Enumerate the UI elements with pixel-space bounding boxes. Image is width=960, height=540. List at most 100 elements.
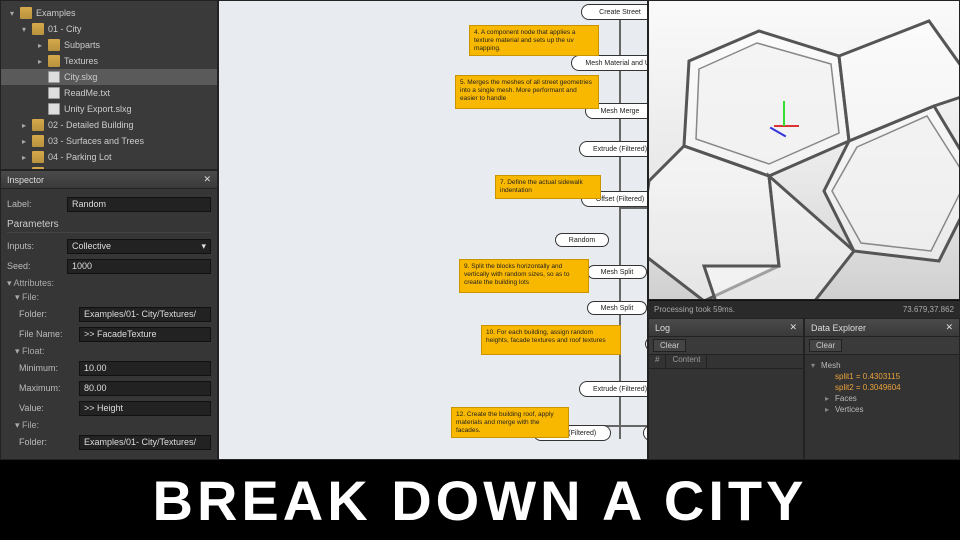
tree-item[interactable]: ▸04 - Parking Lot bbox=[1, 149, 217, 165]
inputs-label: Inputs: bbox=[7, 241, 67, 251]
folder-icon bbox=[32, 23, 44, 35]
seed-label: Seed: bbox=[7, 261, 67, 271]
file-icon bbox=[48, 103, 60, 115]
filename-input[interactable] bbox=[79, 327, 211, 342]
tree-toggle-icon[interactable]: ▸ bbox=[19, 152, 29, 162]
file-section: ▾ File: bbox=[7, 292, 211, 303]
log-panel: Log ✕ Clear #Content bbox=[648, 318, 804, 460]
tree-item[interactable]: ReadMe.txt bbox=[1, 85, 217, 101]
gizmo-z-axis[interactable] bbox=[770, 127, 787, 138]
file-icon bbox=[48, 71, 60, 83]
label-input[interactable] bbox=[67, 197, 211, 212]
tree-item-label: ReadMe.txt bbox=[64, 88, 110, 98]
data-explorer-title: Data Explorer bbox=[811, 323, 866, 333]
data-explorer-panel: Data Explorer ✕ Clear ▾Mesh split1 = 0.43… bbox=[804, 318, 960, 460]
attributes-header: ▾ Attributes: bbox=[7, 278, 211, 289]
graph-node[interactable]: Extrude (Filtered) bbox=[579, 381, 648, 397]
project-tree[interactable]: ▾Examples▾01 - City▸Subparts▸TexturesCit… bbox=[0, 0, 218, 170]
folder-icon bbox=[32, 151, 44, 163]
node-graph-canvas[interactable]: Create StreetMesh Material and UVMesh Me… bbox=[218, 0, 648, 460]
tree-toggle-icon[interactable]: ▾ bbox=[7, 8, 17, 18]
inspector-panel: Inspector ✕ Label: Parameters Inputs: Co… bbox=[0, 170, 218, 460]
inputs-dropdown[interactable]: Collective▾ bbox=[67, 239, 211, 254]
inspector-title: Inspector bbox=[7, 175, 44, 185]
status-coords: 73.679,37.862 bbox=[903, 305, 954, 314]
tree-item[interactable]: ▸02 - Detailed Building bbox=[1, 117, 217, 133]
log-col-content: Content bbox=[666, 355, 707, 368]
tree-toggle-icon[interactable]: ▸ bbox=[19, 120, 29, 130]
tree-item[interactable]: ▸03 - Surfaces and Trees bbox=[1, 133, 217, 149]
inspector-header: Inspector ✕ bbox=[1, 171, 217, 189]
folder-icon bbox=[48, 39, 60, 51]
graph-annotation[interactable]: 4. A component node that applies a textu… bbox=[469, 25, 599, 56]
graph-node[interactable]: Create Street bbox=[581, 4, 648, 20]
max-label: Maximum: bbox=[19, 383, 79, 393]
tree-toggle-icon[interactable] bbox=[35, 104, 45, 114]
tree-toggle-icon[interactable]: ▾ bbox=[19, 24, 29, 34]
max-input[interactable] bbox=[79, 381, 211, 396]
tree-toggle-icon[interactable]: ▸ bbox=[35, 56, 45, 66]
folder-icon bbox=[32, 135, 44, 147]
tree-toggle-icon[interactable]: ▸ bbox=[35, 40, 45, 50]
value-input[interactable] bbox=[79, 401, 211, 416]
data-item[interactable]: ▸Faces bbox=[811, 394, 953, 403]
tree-item[interactable]: Unity Export.slxg bbox=[1, 101, 217, 117]
tree-toggle-icon[interactable] bbox=[35, 88, 45, 98]
log-clear-button[interactable]: Clear bbox=[653, 339, 686, 352]
folder-icon bbox=[48, 55, 60, 67]
transform-gizmo[interactable] bbox=[769, 111, 799, 141]
folder-label: Folder: bbox=[19, 309, 79, 319]
tree-toggle-icon[interactable] bbox=[35, 72, 45, 82]
filename-label: File Name: bbox=[19, 329, 79, 339]
log-col-num: # bbox=[649, 355, 666, 368]
data-item[interactable]: split1 = 0.4303115 bbox=[811, 372, 953, 381]
min-label: Minimum: bbox=[19, 363, 79, 373]
log-title: Log bbox=[655, 323, 670, 333]
tree-item-label: Textures bbox=[64, 56, 98, 66]
close-icon[interactable]: ✕ bbox=[789, 322, 797, 333]
graph-annotation[interactable]: 9. Split the blocks horizontally and ver… bbox=[459, 259, 589, 293]
graph-node[interactable]: Mesh Material and UV bbox=[643, 425, 648, 441]
graph-annotation[interactable]: 10. For each building, assign random hei… bbox=[481, 325, 621, 355]
parameters-header: Parameters bbox=[7, 219, 211, 233]
tree-item-label: Subparts bbox=[64, 40, 100, 50]
tree-item-label: Unity Export.slxg bbox=[64, 104, 132, 114]
folder2-input[interactable] bbox=[79, 435, 211, 450]
tree-item[interactable]: ▾Examples bbox=[1, 5, 217, 21]
tree-item[interactable]: ▸ Textures bbox=[1, 53, 217, 69]
status-processing: Processing took 59ms. bbox=[654, 305, 735, 314]
min-input[interactable] bbox=[79, 361, 211, 376]
file-icon bbox=[48, 87, 60, 99]
data-root[interactable]: ▾Mesh bbox=[811, 361, 953, 370]
graph-node[interactable]: Random bbox=[555, 233, 609, 247]
graph-node[interactable]: Random bbox=[645, 337, 648, 351]
graph-node[interactable]: Mesh Split bbox=[587, 265, 647, 279]
tree-item[interactable]: City.slxg bbox=[1, 69, 217, 85]
data-clear-button[interactable]: Clear bbox=[809, 339, 842, 352]
3d-viewport[interactable] bbox=[648, 0, 960, 300]
folder-icon bbox=[20, 7, 32, 19]
folder-input[interactable] bbox=[79, 307, 211, 322]
data-item[interactable]: split2 = 0.3049604 bbox=[811, 383, 953, 392]
seed-input[interactable] bbox=[67, 259, 211, 274]
graph-annotation[interactable]: 5. Merges the meshes of all street geome… bbox=[455, 75, 599, 109]
graph-node[interactable]: Extrude (Filtered) bbox=[579, 141, 648, 157]
tree-item-label: 01 - City bbox=[48, 24, 82, 34]
tree-toggle-icon[interactable]: ▸ bbox=[19, 136, 29, 146]
chevron-down-icon: ▾ bbox=[201, 241, 206, 252]
banner-text: BREAK DOWN A CITY bbox=[153, 468, 808, 533]
close-icon[interactable]: ✕ bbox=[203, 174, 211, 185]
graph-annotation[interactable]: 12. Create the building roof, apply mate… bbox=[451, 407, 569, 438]
data-item[interactable]: ▸Vertices bbox=[811, 405, 953, 414]
graph-node[interactable]: Mesh Material and UV bbox=[571, 55, 648, 71]
tree-item[interactable]: ▸ Subparts bbox=[1, 37, 217, 53]
value-label: Value: bbox=[19, 403, 79, 413]
graph-annotation[interactable]: 7. Define the actual sidewalk indentatio… bbox=[495, 175, 601, 199]
file2-section: ▾ File: bbox=[7, 420, 211, 431]
label-field-label: Label: bbox=[7, 199, 67, 209]
gizmo-x-axis[interactable] bbox=[774, 125, 799, 127]
gizmo-y-axis[interactable] bbox=[783, 101, 785, 126]
graph-node[interactable]: Mesh Split bbox=[587, 301, 647, 315]
tree-item[interactable]: ▾ 01 - City bbox=[1, 21, 217, 37]
close-icon[interactable]: ✕ bbox=[945, 322, 953, 333]
